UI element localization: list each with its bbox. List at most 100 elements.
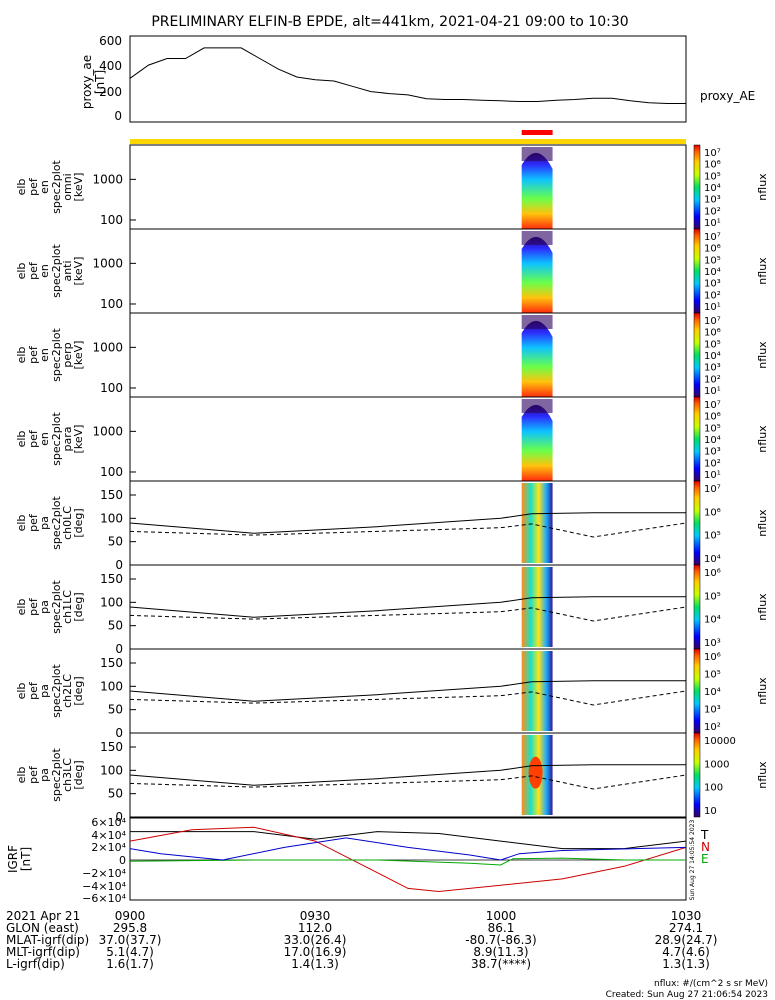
spec-ytick: 100 [100, 465, 123, 479]
spec-panel-frame [129, 564, 687, 650]
spec-ylabel-line: elb [15, 599, 28, 616]
colorbar-tick: 10⁴ [704, 554, 721, 565]
igrf-ytick: 4×10⁴ [91, 829, 126, 842]
pitch-angle-burst [521, 567, 553, 647]
spec-ylabel-line: elb [15, 179, 28, 196]
orbit-info-table: 2021 Apr 21 GLON (east) MLAT-igrf(dip) M… [6, 909, 717, 971]
science-zone-marker [521, 130, 553, 135]
colorbar-tick: 10² [704, 374, 721, 385]
igrf-data [129, 826, 687, 893]
spec-ytick: 100 [100, 679, 123, 693]
spec-ylabel-line: [deg] [72, 676, 85, 705]
row-label-l: L-igrf(dip) [6, 957, 65, 971]
spec-ylabel-line: elb [15, 347, 28, 364]
colorbar-label: nflux [756, 761, 769, 789]
colorbar-tick: 10⁴ [704, 351, 721, 362]
colorbar [693, 396, 701, 482]
loss-cone-dashed-line [129, 606, 687, 622]
spec-ytick: 100 [100, 595, 123, 609]
spec-ylabel-line: pa [38, 600, 51, 614]
spec-ylabel-line: en [38, 180, 51, 194]
colorbar-tick: 10⁴ [704, 615, 721, 626]
spec-ylabel-line: ch1LC [61, 590, 74, 624]
colorbar-tick: 10⁵ [704, 670, 721, 681]
colorbar [693, 648, 701, 734]
pitch-angle-core [528, 756, 543, 789]
colorbar [693, 480, 701, 566]
spec-ytick: 100 [100, 381, 123, 395]
colorbar-tick: 10² [704, 206, 721, 217]
spec-ytick: 100 [100, 511, 123, 525]
loss-cone-dashed-line [129, 690, 687, 706]
spectrogram-high-energy-speckle [521, 399, 553, 413]
colorbar-tick: 10⁵ [704, 339, 721, 350]
spec-ylabel-line: omni [61, 173, 74, 200]
row-label-mlat: MLAT-igrf(dip) [6, 933, 89, 947]
plot-title: PRELIMINARY ELFIN-B EPDE, alt=441km, 202… [151, 14, 628, 30]
igrf-frame [129, 817, 687, 901]
mlat-value: 33.0(26.4) [284, 933, 347, 947]
igrf-line-E [129, 857, 686, 866]
row-label-glon: GLON (east) [6, 921, 79, 935]
spec-ylabel-line: ch2LC [61, 674, 74, 708]
colorbar-tick: 10 [704, 806, 717, 817]
glon-value: 274.1 [669, 921, 703, 935]
colorbar [693, 228, 701, 314]
spec-ylabel-line: [deg] [72, 592, 85, 621]
spectrogram-high-energy-speckle [521, 315, 553, 329]
colorbar-tick: 10³ [704, 638, 721, 649]
colorbar-tick: 10⁶ [704, 568, 721, 579]
spec-ylabel-line: elb [15, 515, 28, 532]
spec-panel-frame [129, 648, 687, 734]
colorbar-tick: 10⁷ [704, 484, 721, 495]
colorbar-tick: 10² [704, 722, 721, 733]
spec-ylabel-line: spec2plot [50, 664, 63, 718]
spec-ytick: 100 [100, 213, 123, 227]
colorbar [693, 312, 701, 398]
igrf-ytick: 6×10⁴ [91, 816, 126, 829]
spec-ytick: 150 [100, 656, 123, 670]
colorbar-tick: 10³ [704, 447, 721, 458]
spec-panel-frame [129, 480, 687, 566]
colorbar-tick: 1000 [704, 759, 729, 770]
loss-cone-dashed-line [129, 774, 687, 790]
igrf-side-stamp: Sun Aug 27 14:05:54 2023 [689, 820, 696, 901]
spec-ytick: 1000 [92, 340, 123, 354]
mlat-value: 37.0(37.7) [99, 933, 162, 947]
igrf-ytick: −4×10⁴ [82, 880, 126, 893]
colorbar-tick: 10⁴ [704, 183, 721, 194]
l-value: 1.6(1.7) [106, 957, 154, 971]
spec-ylabel-line: elb [15, 683, 28, 700]
colorbar-tick: 10⁷ [704, 148, 721, 159]
colorbar-tick: 10¹ [704, 218, 721, 229]
mlat-value: -80.7(-86.3) [465, 933, 536, 947]
colorbar-tick: 10³ [704, 195, 721, 206]
colorbar-tick: 10³ [704, 705, 721, 716]
glon-value: 112.0 [298, 921, 332, 935]
ae-ytick: 600 [99, 34, 122, 48]
igrf-ylabel-1: IGRF [6, 845, 20, 873]
time-tick-1000: 1000 [486, 909, 517, 923]
spec-ytick: 100 [100, 763, 123, 777]
colorbar-tick: 10⁶ [704, 328, 721, 339]
ae-ylabel-2: [nT] [93, 70, 107, 94]
spec-ylabel-line: elb [15, 431, 28, 448]
spec-ylabel-line: spec2plot [50, 328, 63, 382]
spec-ylabel-line: [keV] [72, 425, 85, 454]
igrf-legend-n: N [701, 840, 710, 854]
colorbar-tick: 10⁵ [704, 171, 721, 182]
spec-ylabel-line: ch0LC [61, 506, 74, 540]
colorbar-tick: 10⁷ [704, 232, 721, 243]
spec-panel-frame [129, 396, 687, 482]
spec-ytick: 1000 [92, 172, 123, 186]
spec-ylabel-line: pef [27, 429, 40, 448]
colorbar [693, 564, 701, 650]
spec-ytick: 150 [100, 572, 123, 586]
colorbar-tick: 10⁵ [704, 255, 721, 266]
spec-ylabel-line: para [61, 427, 74, 452]
ae-line [129, 47, 686, 104]
spec-panel-frame [129, 228, 687, 314]
